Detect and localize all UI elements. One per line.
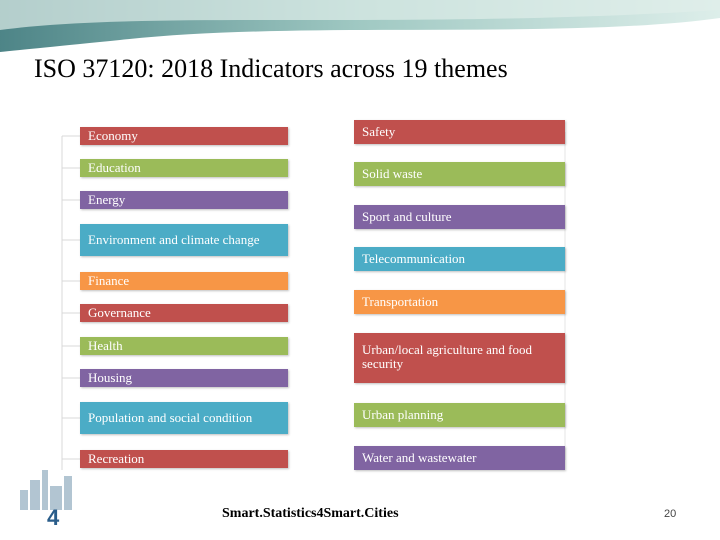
footer-text: Smart.Statistics4Smart.Cities <box>222 506 399 521</box>
theme-item: Energy <box>80 191 288 209</box>
theme-item: Water and wastewater <box>354 446 565 470</box>
slide-title: ISO 37120: 2018 Indicators across 19 the… <box>34 54 508 83</box>
theme-item: Housing <box>80 369 288 387</box>
theme-item: Health <box>80 337 288 355</box>
svg-text:4: 4 <box>47 505 60 530</box>
theme-item: Population and social condition <box>80 402 288 434</box>
theme-item: Safety <box>354 120 565 144</box>
theme-item: Education <box>80 159 288 177</box>
theme-item: Recreation <box>80 450 288 468</box>
page-number: 20 <box>664 508 677 520</box>
theme-item: Telecommunication <box>354 247 565 271</box>
theme-item: Solid waste <box>354 162 565 186</box>
theme-item: Sport and culture <box>354 205 565 229</box>
theme-item: Governance <box>80 304 288 322</box>
theme-item: Urban/local agriculture and food securit… <box>354 333 565 383</box>
theme-item: Finance <box>80 272 288 290</box>
theme-item: Urban planning <box>354 403 565 427</box>
theme-item: Transportation <box>354 290 565 314</box>
theme-item: Economy <box>80 127 288 145</box>
theme-item: Environment and climate change <box>80 224 288 256</box>
